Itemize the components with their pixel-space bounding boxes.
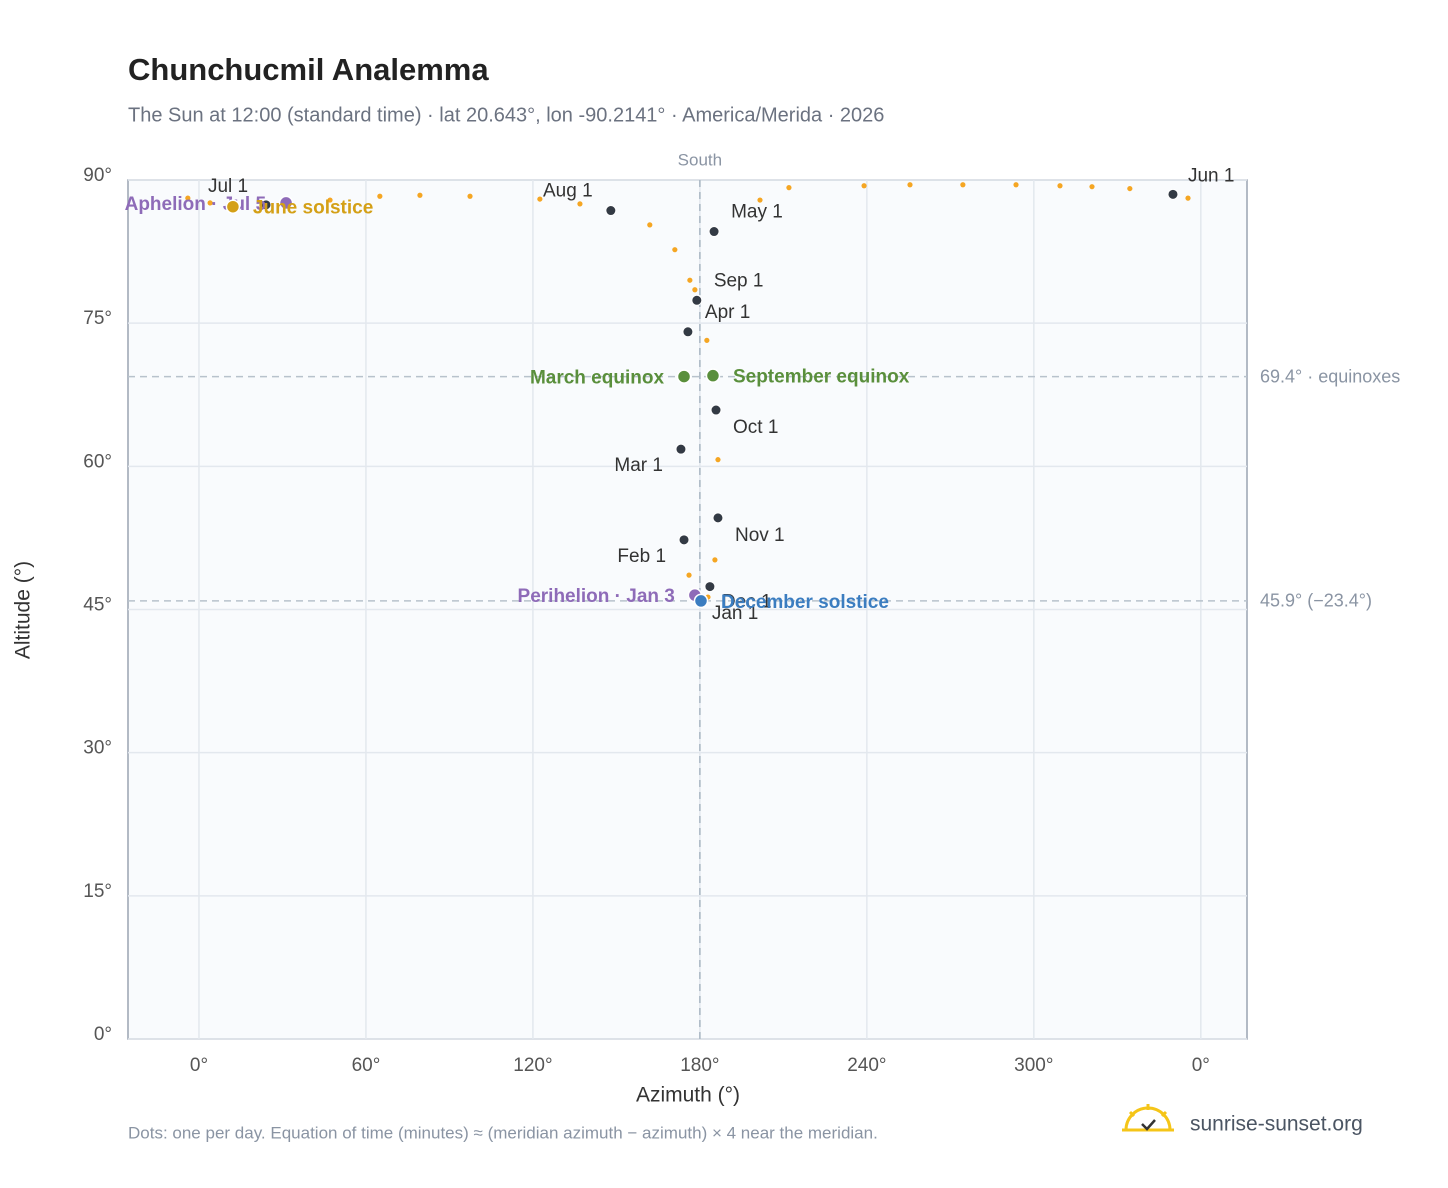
event-label: December solstice [721, 592, 889, 613]
month-dot [712, 512, 724, 524]
event-dot [705, 368, 721, 383]
track-dot [537, 196, 543, 202]
track-dot [786, 185, 792, 191]
month-label: May 1 [731, 202, 783, 223]
track-dot [960, 182, 966, 188]
track-dot [757, 197, 763, 203]
track-dot [715, 457, 721, 463]
y-tick-label: 15° [83, 881, 112, 902]
y-axis-title: Altitude (°) [12, 561, 35, 659]
y-tick-label: 90° [83, 165, 112, 186]
event-label: Perihelion · Jan 3 [518, 586, 675, 607]
track-dot [647, 222, 653, 228]
event-label: June solstice [253, 198, 373, 219]
month-label: Mar 1 [614, 455, 663, 476]
track-dot [185, 195, 191, 201]
track-dot [327, 197, 333, 203]
month-dot [704, 581, 716, 593]
track-dot [692, 287, 698, 293]
track-dot [207, 200, 213, 206]
month-label: Jan 1 [712, 603, 758, 624]
x-tick-label: 60° [352, 1055, 381, 1076]
x-tick-label: 0° [190, 1055, 208, 1076]
meridian-label: South [678, 150, 722, 169]
event-dot [676, 369, 692, 384]
month-label: Nov 1 [735, 525, 785, 546]
month-label: Feb 1 [617, 546, 666, 567]
month-dot [1167, 188, 1179, 200]
y-tick-label: 60° [83, 451, 112, 472]
logo [1122, 1104, 1174, 1132]
event-label: Aphelion · Jul 5 [125, 194, 267, 215]
month-dot [260, 199, 272, 211]
track-dot [467, 193, 473, 199]
x-tick-label: 120° [513, 1055, 552, 1076]
track-dot [687, 277, 693, 283]
month-label: Dec 1 [722, 592, 772, 613]
track-dot [672, 247, 678, 253]
track-dot [861, 183, 867, 189]
track-dot [1057, 183, 1063, 189]
track-dot [1185, 195, 1191, 201]
x-axis-title: Azimuth (°) [636, 1084, 740, 1107]
month-dot [605, 205, 617, 217]
month-label: Oct 1 [733, 417, 778, 438]
month-dot [675, 443, 687, 455]
month-label: Aug 1 [543, 181, 593, 202]
reference-label: 69.4° · equinoxes [1260, 366, 1400, 386]
chart-title: Chunchucmil Analemma [128, 52, 489, 87]
event-dot [693, 593, 709, 609]
track-dot [1127, 185, 1133, 192]
track-dot [577, 201, 583, 207]
x-tick-label: 180° [680, 1055, 719, 1076]
month-label: Jul 1 [208, 176, 248, 197]
month-dot [710, 404, 722, 416]
y-tick-label: 0° [94, 1024, 112, 1045]
month-dot [678, 534, 690, 546]
track-dot [417, 192, 423, 198]
event-dot [278, 195, 294, 211]
x-tick-label: 0° [1192, 1055, 1210, 1076]
track-dot [704, 337, 710, 343]
y-tick-label: 75° [83, 308, 112, 329]
event-label: March equinox [530, 368, 665, 389]
month-dot [691, 294, 703, 306]
event-dot [225, 199, 241, 214]
month-dot [682, 326, 694, 338]
month-label: Sep 1 [714, 270, 764, 291]
track-dot [686, 572, 692, 578]
event-label: September equinox [733, 367, 910, 388]
y-tick-label: 30° [83, 738, 112, 759]
brand: sunrise-sunset.org [1190, 1113, 1363, 1136]
track-dot [377, 193, 383, 199]
track-dot [907, 182, 913, 188]
track-dot [712, 557, 718, 563]
month-label: Jun 1 [1188, 165, 1234, 186]
month-label: Apr 1 [705, 302, 750, 323]
y-tick-label: 45° [83, 595, 112, 616]
track-dot [1013, 182, 1019, 188]
x-tick-label: 300° [1014, 1055, 1053, 1076]
track-dot [1089, 184, 1095, 190]
month-dot [708, 226, 720, 238]
chart-subtitle: The Sun at 12:00 (standard time) · lat 2… [128, 104, 884, 126]
x-tick-label: 240° [847, 1055, 886, 1076]
footnote: Dots: one per day. Equation of time (min… [128, 1123, 878, 1142]
reference-label: 45.9° (−23.4°) [1260, 591, 1372, 611]
